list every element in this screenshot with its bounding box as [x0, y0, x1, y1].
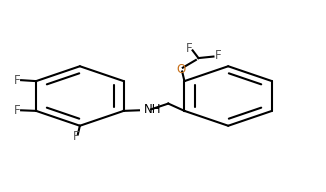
Text: F: F	[14, 104, 21, 117]
Text: NH: NH	[144, 103, 161, 116]
Text: F: F	[14, 74, 21, 87]
Text: F: F	[215, 49, 221, 62]
Text: F: F	[73, 130, 80, 143]
Text: O: O	[176, 63, 185, 76]
Text: F: F	[186, 42, 193, 55]
